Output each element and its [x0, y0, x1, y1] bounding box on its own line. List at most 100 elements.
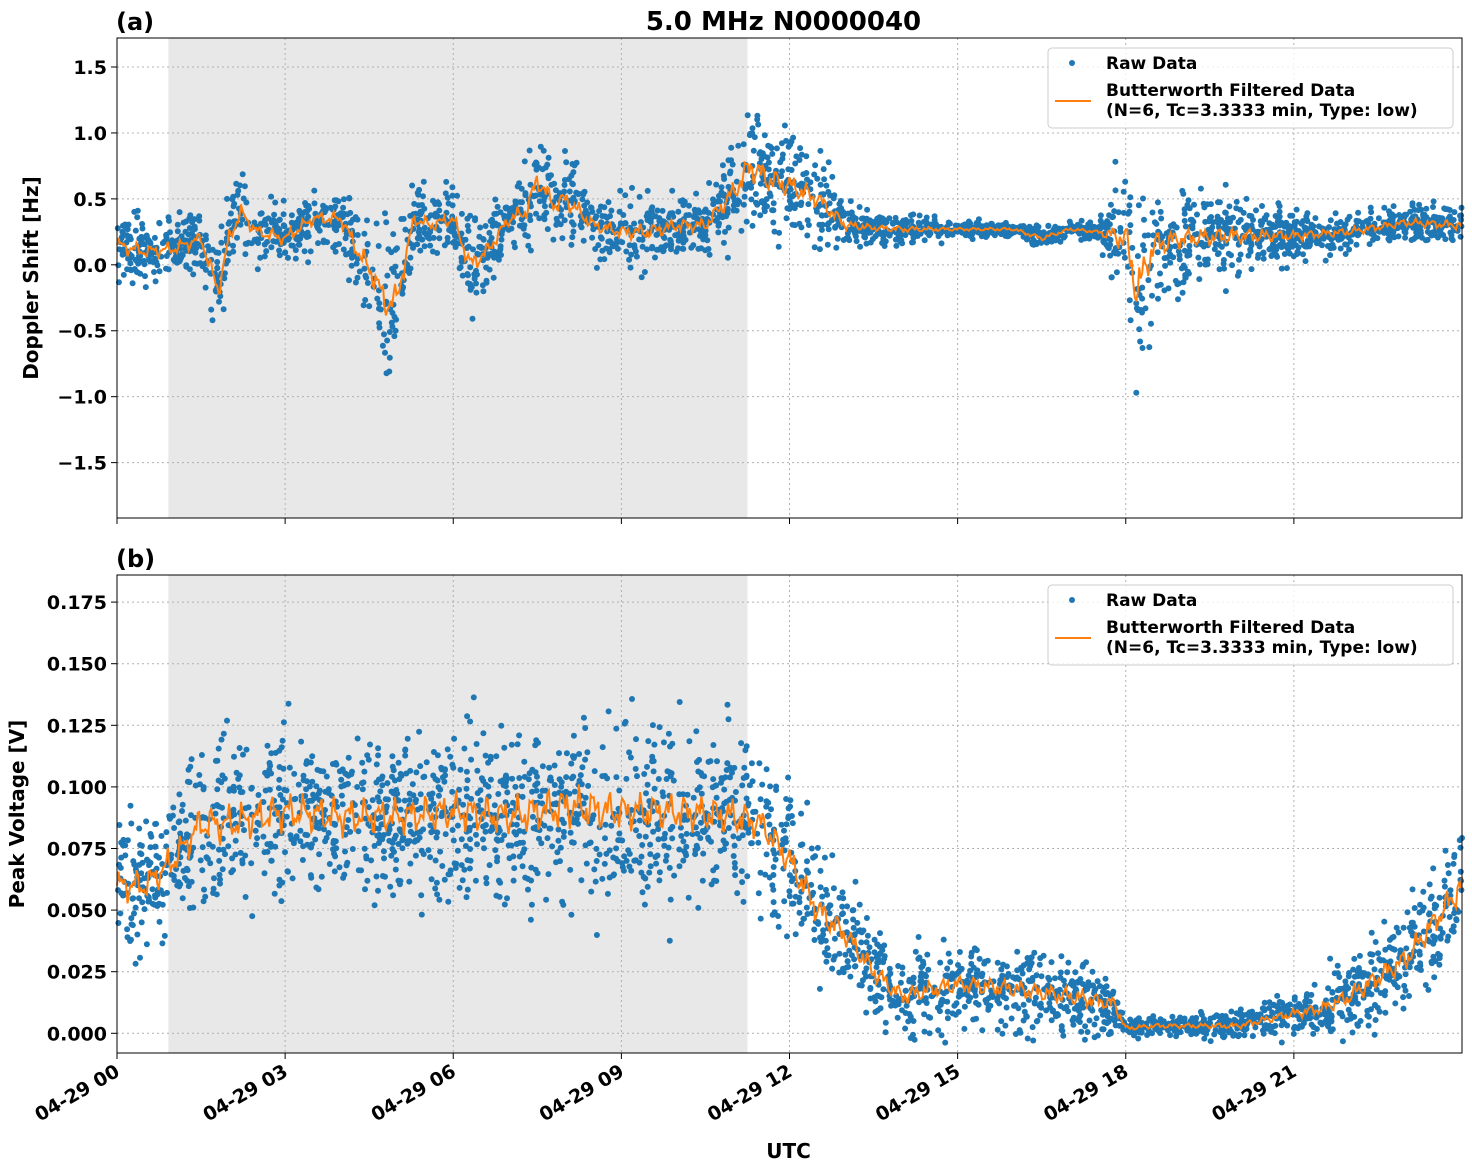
- raw-data-point: [346, 277, 352, 284]
- raw-data-point: [811, 937, 818, 943]
- raw-data-point: [764, 203, 770, 210]
- raw-data-point: [1375, 215, 1382, 222]
- raw-data-point: [470, 246, 476, 253]
- raw-data-point: [1120, 249, 1127, 255]
- raw-data-point: [1215, 250, 1222, 257]
- raw-data-point: [1441, 205, 1448, 212]
- raw-data-point: [376, 320, 383, 327]
- raw-data-point: [418, 892, 425, 899]
- raw-data-point: [251, 236, 258, 243]
- raw-data-point: [1136, 326, 1143, 333]
- raw-data-point: [757, 869, 764, 876]
- raw-data-point: [1141, 247, 1148, 254]
- raw-data-point: [616, 238, 623, 245]
- raw-data-point: [391, 777, 398, 784]
- raw-data-point: [410, 211, 417, 218]
- raw-data-point: [626, 850, 633, 857]
- raw-data-point: [758, 198, 765, 205]
- raw-data-point: [1400, 1005, 1407, 1012]
- raw-data-point: [805, 222, 812, 228]
- raw-data-point: [425, 847, 432, 854]
- raw-data-point: [120, 271, 127, 278]
- raw-data-point: [1256, 243, 1263, 250]
- raw-data-point: [641, 269, 648, 275]
- raw-data-point: [122, 223, 129, 230]
- raw-data-point: [374, 794, 381, 801]
- raw-data-point: [566, 188, 573, 195]
- raw-data-point: [713, 782, 720, 789]
- raw-data-point: [1175, 296, 1181, 303]
- raw-data-point: [474, 790, 481, 797]
- raw-data-point: [1126, 202, 1133, 209]
- raw-data-point: [728, 144, 735, 151]
- raw-data-point: [524, 233, 531, 240]
- raw-data-point: [627, 264, 634, 271]
- raw-data-point: [847, 198, 854, 205]
- raw-data-point: [428, 829, 435, 836]
- raw-data-point: [443, 209, 450, 216]
- raw-data-point: [472, 877, 479, 884]
- raw-data-point: [427, 854, 434, 861]
- raw-data-point: [830, 195, 837, 202]
- raw-data-point: [1179, 187, 1186, 194]
- raw-data-point: [676, 791, 683, 798]
- raw-data-point: [698, 790, 705, 797]
- raw-data-point: [667, 896, 674, 903]
- raw-data-point: [373, 761, 380, 768]
- raw-data-point: [899, 970, 906, 977]
- raw-data-point: [381, 331, 387, 338]
- raw-data-point: [262, 787, 269, 794]
- raw-data-point: [636, 193, 643, 200]
- raw-data-point: [916, 212, 923, 219]
- raw-data-point: [1411, 905, 1418, 911]
- raw-data-point: [1157, 270, 1163, 277]
- raw-data-point: [161, 932, 168, 939]
- raw-data-point: [751, 210, 757, 216]
- raw-data-point: [1185, 197, 1192, 204]
- raw-data-point: [1240, 209, 1247, 216]
- raw-data-point: [382, 796, 389, 803]
- raw-data-point: [1186, 242, 1193, 249]
- raw-data-point: [626, 256, 633, 263]
- raw-data-point: [805, 201, 812, 208]
- raw-data-point: [301, 248, 308, 255]
- raw-data-point: [1387, 210, 1394, 217]
- raw-data-point: [473, 289, 480, 296]
- raw-data-point: [135, 260, 142, 267]
- raw-data-point: [651, 741, 658, 748]
- raw-data-point: [738, 227, 745, 234]
- grid-a: [116, 38, 1462, 518]
- raw-data-point: [761, 132, 768, 139]
- raw-data-point: [1406, 924, 1413, 931]
- raw-data-point: [1342, 241, 1349, 248]
- raw-data-point: [1371, 1031, 1378, 1038]
- raw-data-point: [1401, 982, 1408, 989]
- raw-data-point: [1167, 223, 1174, 229]
- raw-data-point: [1311, 981, 1318, 988]
- raw-data-point: [124, 934, 131, 941]
- raw-data-point: [1327, 252, 1334, 259]
- raw-data-point: [491, 802, 498, 809]
- raw-data-point: [770, 200, 777, 207]
- raw-data-point: [255, 792, 262, 798]
- raw-data-point: [910, 239, 916, 246]
- panel-b: 0.1750.1500.1250.1000.0750.0500.0250.000…: [5, 545, 1465, 1163]
- raw-data-point: [1086, 235, 1093, 242]
- raw-data-point: [556, 750, 562, 757]
- raw-data-point: [434, 829, 441, 836]
- raw-data-point: [487, 753, 494, 760]
- raw-data-point: [1035, 223, 1042, 230]
- raw-data-point: [280, 719, 287, 726]
- raw-data-point: [271, 890, 278, 897]
- raw-data-point: [887, 996, 893, 1003]
- raw-data-point: [1194, 211, 1200, 218]
- raw-data-point: [522, 190, 529, 197]
- raw-data-point: [724, 254, 731, 261]
- raw-data-point: [254, 835, 261, 842]
- raw-data-point: [730, 853, 737, 859]
- raw-data-point: [226, 219, 233, 226]
- raw-data-point: [139, 899, 146, 906]
- raw-data-point: [1332, 210, 1339, 217]
- raw-data-point: [292, 247, 299, 254]
- raw-data-point: [1390, 203, 1397, 210]
